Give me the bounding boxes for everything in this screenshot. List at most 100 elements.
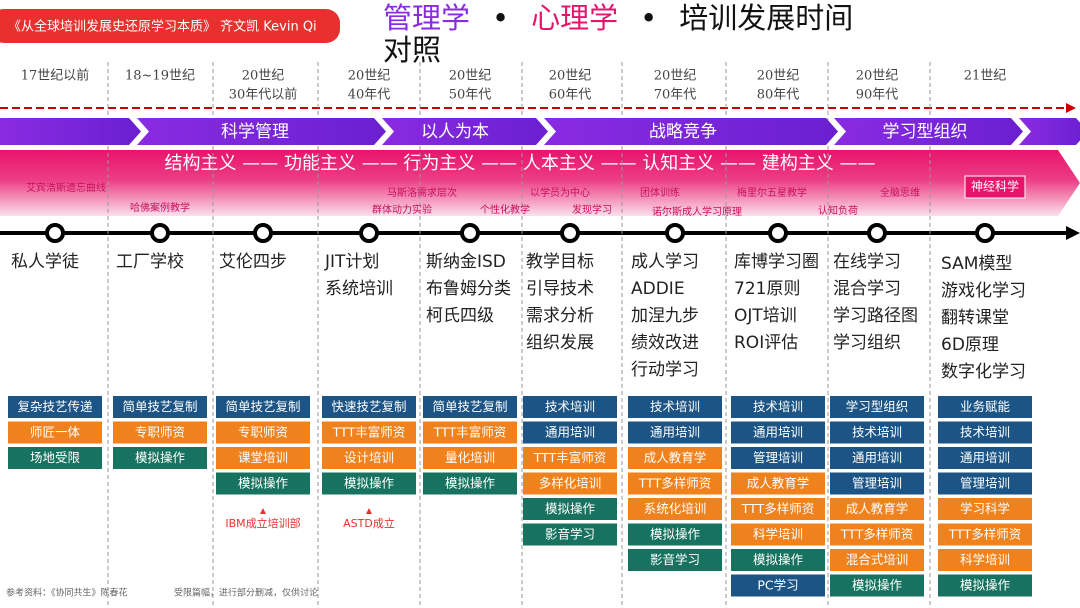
practice-text: 课堂培训 <box>238 450 288 465</box>
practice-box <box>523 396 617 418</box>
practice-box <box>938 574 1032 597</box>
timeline-node <box>867 223 887 243</box>
practice-text: 师匠一体 <box>30 425 81 440</box>
practice-text: 模拟操作 <box>344 476 395 491</box>
practice-box <box>322 396 416 418</box>
timeline-node <box>460 223 480 243</box>
milestone: 斯纳金ISD <box>426 252 506 272</box>
practice-text: 管理培训 <box>960 476 1010 491</box>
practice-text: 成人教育学 <box>846 501 909 516</box>
period-label: 80年代 <box>757 88 800 103</box>
practice-text: 设计培训 <box>344 450 394 465</box>
management-band <box>0 118 141 145</box>
practice-text: 科学培训 <box>753 527 803 542</box>
milestone: 私人学徒 <box>11 252 79 272</box>
practice-text: 技术培训 <box>545 399 595 414</box>
practice-box <box>523 498 617 520</box>
management-label: 以人为本 <box>421 122 489 142</box>
practice-box <box>830 472 924 495</box>
practice-text: 简单技艺复制 <box>122 399 197 414</box>
milestone: 翻转课堂 <box>941 308 1009 328</box>
psychology-label: 个性化教学 <box>480 203 530 216</box>
practice-text: 复杂技艺传递 <box>17 399 93 414</box>
title-part: 管理学 <box>383 1 471 35</box>
practice-box <box>830 447 924 469</box>
practice-box <box>216 396 310 418</box>
practice-box <box>423 421 517 444</box>
practice-box <box>731 549 825 571</box>
practice-box <box>731 396 825 418</box>
timeline-node <box>768 223 788 243</box>
milestone: 系统培训 <box>325 279 393 299</box>
practice-text: 学习型组织 <box>846 399 909 414</box>
psychology-label: 认知负荷 <box>818 204 858 217</box>
label-box <box>964 175 1026 199</box>
period-label: 70年代 <box>654 88 697 103</box>
psychology-label: 艾宾浩斯遗忘曲线 <box>26 181 106 194</box>
practice-box <box>628 396 722 418</box>
timeline-node <box>665 223 685 243</box>
practice-text: 快速技艺复制 <box>331 399 406 414</box>
management-label: 战略竞争 <box>649 122 717 142</box>
management-band <box>1019 118 1080 145</box>
milestone: 需求分析 <box>526 306 594 326</box>
practice-box <box>938 523 1032 546</box>
milestone: ROI评估 <box>734 333 798 353</box>
psychology-label: 群体动力实验 <box>372 203 432 216</box>
psychology-label: 发现学习 <box>572 203 612 216</box>
practice-text: 通用培训 <box>545 425 595 440</box>
management-label: 科学管理 <box>221 122 289 142</box>
practice-box <box>830 549 924 571</box>
period-label: 90年代 <box>856 88 899 103</box>
milestone: 721原则 <box>734 279 800 299</box>
practice-text: 通用培训 <box>650 425 700 440</box>
practice-box <box>8 421 102 444</box>
practice-box <box>731 472 825 495</box>
milestone: 在线学习 <box>833 252 901 272</box>
practice-text: 通用培训 <box>960 450 1010 465</box>
practice-text: 系统化培训 <box>644 501 707 516</box>
practice-text: TTT多样师资 <box>638 476 711 491</box>
practice-text: TTT多样师资 <box>741 501 814 516</box>
practice-box <box>938 396 1032 418</box>
practice-box <box>216 421 310 444</box>
management-band <box>834 118 1023 145</box>
practice-box <box>731 498 825 520</box>
milestone: ADDIE <box>631 279 685 299</box>
practice-text: 简单技艺复制 <box>432 399 507 414</box>
psychology-label: 神经科学 <box>971 179 1019 194</box>
practice-text: TTT多样师资 <box>840 527 913 542</box>
practice-text: 成人教育学 <box>747 476 810 491</box>
period-label: 20世纪 <box>348 69 391 84</box>
practice-box <box>628 421 722 444</box>
period-label: 50年代 <box>449 88 492 103</box>
milestone: 学习组织 <box>833 333 901 353</box>
practice-text: 管理培训 <box>753 450 803 465</box>
period-label: 40年代 <box>348 88 391 103</box>
footer-source: 参考资料：《协同共生》陈春花 <box>6 587 128 599</box>
period-label: 18~19世纪 <box>125 69 195 84</box>
milestone: 游戏化学习 <box>941 281 1026 301</box>
title-part: • <box>492 1 510 35</box>
period-arrow <box>1066 103 1076 113</box>
practice-text: 专职师资 <box>135 425 185 440</box>
psychology-text: 结构主义 —— 功能主义 —— 行为主义 —— 人本主义 —— 认知主义 —— … <box>165 153 876 174</box>
practice-text: 模拟操作 <box>445 476 496 491</box>
practice-box <box>8 447 102 469</box>
period-label: 20世纪 <box>856 69 899 84</box>
milestone: 库博学习圈 <box>734 252 819 272</box>
period-label: 20世纪 <box>549 69 592 84</box>
milestone: 柯氏四级 <box>426 306 494 326</box>
milestone: 布鲁姆分类 <box>426 279 511 299</box>
period-label: 30年代以前 <box>229 87 298 103</box>
practice-text: 混合式培训 <box>846 552 909 567</box>
practice-text: 量化培训 <box>445 450 495 465</box>
practice-text: 管理培训 <box>852 476 902 491</box>
practice-text: 模拟操作 <box>650 527 701 542</box>
milestone: SAM模型 <box>941 254 1012 274</box>
milestone: 学习路径图 <box>833 306 918 326</box>
practice-text: 模拟操作 <box>852 578 903 593</box>
practice-text: 影音学习 <box>545 527 595 542</box>
practice-box <box>938 549 1032 571</box>
